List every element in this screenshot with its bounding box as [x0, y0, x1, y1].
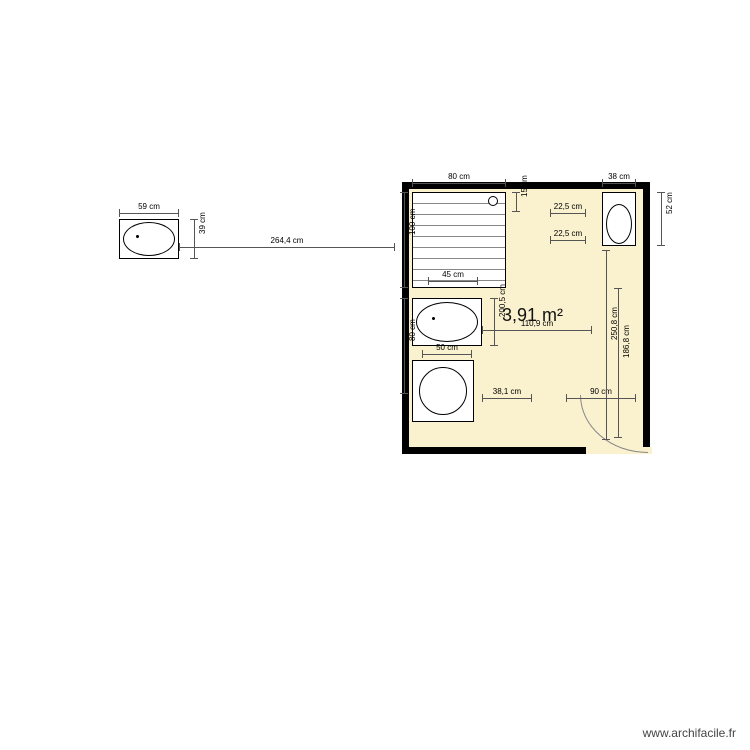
dim-h: 38,1 cm — [482, 390, 532, 400]
dim-h: 38 cm — [602, 175, 636, 185]
dim-v: 200,5 cm — [486, 298, 496, 346]
dim-h: 22,5 cm — [550, 232, 586, 242]
dim-h: 50 cm — [422, 346, 472, 356]
dim-label: 80 cm — [408, 319, 417, 341]
dim-label: 38,1 cm — [482, 387, 532, 396]
dim-label: 22,5 cm — [550, 229, 586, 238]
dim-label: 15 cm — [520, 175, 529, 197]
dim-label: 22,5 cm — [550, 202, 586, 211]
dim-h: 45 cm — [428, 273, 478, 283]
dim-label: 52 cm — [665, 192, 674, 214]
fixture-washer-drum — [419, 367, 467, 415]
dim-label: 38 cm — [602, 172, 636, 181]
dim-v: 39 cm — [186, 219, 196, 259]
dim-label: 39 cm — [198, 212, 207, 234]
dim-v: 250,8 cm — [598, 250, 608, 440]
dim-v: 186,8 cm — [610, 288, 620, 438]
dim-h: 264,4 cm — [179, 239, 395, 249]
watermark-link[interactable]: www.archifacile.fr — [643, 726, 736, 740]
dim-label: 80 cm — [412, 172, 506, 181]
fixture-shower-drain — [488, 196, 498, 206]
dim-label: 264,4 cm — [179, 236, 395, 245]
fixture-left-sink-tap — [136, 235, 139, 238]
dim-h: 80 cm — [412, 175, 506, 185]
dim-v: 15 cm — [508, 192, 518, 212]
dim-label: 50 cm — [422, 343, 472, 352]
fixture-left-sink-bowl — [123, 222, 175, 256]
dim-h: 22,5 cm — [550, 205, 586, 215]
room-area-label: 3,91 m² — [502, 305, 563, 326]
dim-v: 80 cm — [396, 298, 406, 394]
dim-v: 100 cm — [396, 192, 406, 288]
dim-v: 52 cm — [653, 192, 663, 246]
fixture-room-sink-tap — [432, 317, 435, 320]
dim-label: 100 cm — [408, 209, 417, 235]
dim-label: 186,8 cm — [622, 325, 631, 358]
dim-label: 59 cm — [119, 202, 179, 211]
dim-label: 45 cm — [428, 270, 478, 279]
fixture-wc-bowl — [606, 204, 632, 244]
fixture-room-sink-bowl — [416, 302, 478, 342]
dim-h: 59 cm — [119, 205, 179, 215]
